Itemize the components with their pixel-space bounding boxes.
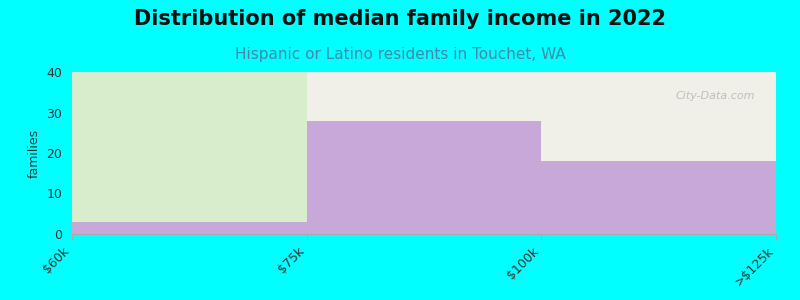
Text: City-Data.com: City-Data.com [675,92,755,101]
Y-axis label: families: families [28,128,41,178]
Text: Distribution of median family income in 2022: Distribution of median family income in … [134,9,666,29]
Bar [306,72,542,234]
Bar [72,72,306,234]
Bar [306,121,542,234]
Bar [542,161,776,234]
Text: Hispanic or Latino residents in Touchet, WA: Hispanic or Latino residents in Touchet,… [234,46,566,62]
Bar [72,222,306,234]
Bar [542,72,776,234]
